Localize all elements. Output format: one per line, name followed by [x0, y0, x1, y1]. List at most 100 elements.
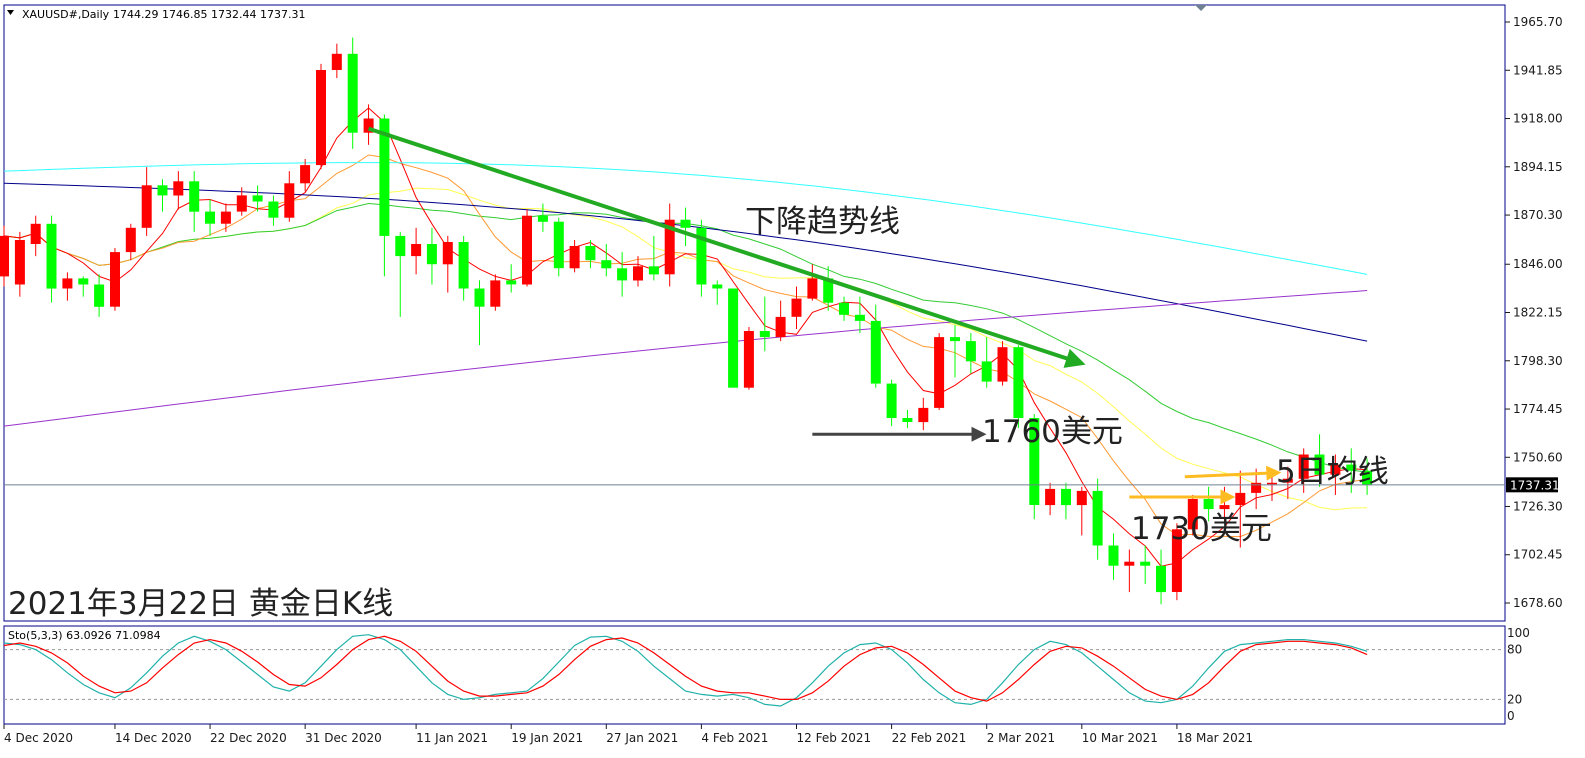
candle-body — [0, 235, 9, 277]
candle-body — [1108, 545, 1119, 566]
trend-line-label: 下降趋势线 — [745, 204, 900, 240]
candle-body — [1061, 488, 1071, 506]
moving-average-lines — [3, 107, 1368, 567]
candle-body — [347, 53, 358, 133]
candle-body — [30, 223, 41, 244]
candle-body — [633, 266, 643, 281]
current-price-tag-text: 1737.31 — [1510, 478, 1560, 492]
candle-body — [1251, 482, 1262, 493]
candle-body — [854, 314, 865, 321]
date-tick-label: 2 Mar 2021 — [987, 731, 1055, 745]
arrow-ma5 — [1184, 465, 1282, 481]
candle-body — [1346, 464, 1357, 471]
candle-body — [252, 195, 263, 202]
price-tick-label: 1678.60 — [1513, 596, 1563, 610]
candle-body — [458, 242, 469, 289]
candle-body — [1171, 529, 1182, 592]
candle-body — [1203, 499, 1214, 510]
label-ma5: 5日均线 — [1276, 454, 1389, 490]
candle-body — [411, 244, 422, 257]
candle-body — [506, 280, 517, 285]
stochastic-axis: 100 80 20 0 — [1507, 626, 1530, 723]
candle-body — [1045, 488, 1056, 506]
candle-body — [1124, 561, 1135, 566]
price-tick-label: 1870.30 — [1513, 208, 1563, 222]
candle-body — [1029, 418, 1040, 505]
candle-body — [1282, 478, 1293, 483]
price-tick-label: 1941.85 — [1513, 63, 1563, 77]
candle-body — [823, 278, 834, 303]
candle-body — [664, 219, 675, 275]
candle-body — [648, 266, 659, 275]
candle-body — [902, 418, 913, 422]
candle-body — [934, 337, 945, 408]
candle-body — [601, 260, 612, 269]
candle-body — [1362, 470, 1373, 485]
date-tick-label: 18 Mar 2021 — [1177, 731, 1253, 745]
date-tick-label: 11 Jan 2021 — [416, 731, 488, 745]
candlesticks — [0, 37, 1373, 605]
stochastic-label: Sto(5,3,3) 63.0926 71.0984 — [8, 629, 161, 642]
candle-body — [379, 118, 390, 236]
price-tick-label: 1822.15 — [1513, 306, 1563, 320]
candle-body — [157, 185, 168, 196]
candle-body — [395, 235, 406, 257]
candle-body — [807, 278, 818, 299]
candle-body — [1187, 499, 1198, 530]
candle-body — [284, 183, 295, 218]
stochastic-pane — [3, 625, 1506, 725]
candle-body — [363, 118, 374, 133]
date-tick-label: 12 Feb 2021 — [797, 731, 872, 745]
annotations — [367, 126, 1282, 505]
candle-body — [1076, 490, 1087, 506]
ma200-line — [3, 290, 1368, 427]
date-tick-label: 19 Jan 2021 — [511, 731, 583, 745]
candle-body — [950, 337, 960, 342]
candle-body — [553, 221, 564, 269]
date-tick-label: 27 Jan 2021 — [606, 731, 678, 745]
candle-body — [965, 341, 976, 362]
candle-body — [981, 361, 992, 382]
price-tick-label: 1798.30 — [1513, 354, 1563, 368]
candle-body — [78, 278, 89, 285]
candle-body — [1298, 454, 1309, 479]
candle-body — [1235, 492, 1246, 505]
downtrend-line — [367, 126, 1086, 368]
price-tick-label: 1726.30 — [1513, 499, 1563, 513]
date-tick-label: 31 Dec 2020 — [305, 731, 382, 745]
candle-body — [236, 195, 247, 212]
candle-body — [189, 181, 200, 212]
candle-body — [743, 331, 754, 388]
date-tick-label: 22 Feb 2021 — [892, 731, 967, 745]
stochastic-tick-label: 100 — [1507, 626, 1530, 640]
candle-body — [316, 70, 326, 166]
candle-body — [537, 215, 548, 222]
candle-body — [62, 278, 73, 289]
price-tick-label: 1918.00 — [1513, 112, 1563, 126]
date-tick-label: 14 Dec 2020 — [115, 731, 192, 745]
ma5-line — [3, 107, 1368, 567]
label-1760: 1760美元 — [982, 414, 1123, 450]
candle-body — [331, 53, 342, 70]
date-tick-label: 4 Feb 2021 — [701, 731, 768, 745]
shift-marker-icon[interactable] — [1195, 5, 1207, 11]
candle-body — [46, 223, 57, 289]
candle-body — [1314, 454, 1325, 475]
label-1730: 1730美元 — [1131, 511, 1272, 547]
candle-body — [728, 288, 739, 388]
current-price-tag-box — [1506, 477, 1558, 493]
candle-body — [1219, 505, 1230, 510]
candle-body — [442, 242, 453, 265]
candle-body — [1156, 565, 1166, 593]
price-tick-label: 1702.45 — [1513, 548, 1563, 562]
collapse-triangle-icon[interactable] — [7, 10, 14, 15]
candle-body — [696, 227, 707, 285]
symbol-label: XAUUSD#,Daily — [22, 8, 110, 21]
candle-body — [918, 407, 929, 423]
candle-body — [300, 165, 311, 184]
price-tick-label: 1965.70 — [1513, 15, 1563, 29]
candle-body — [1330, 464, 1341, 475]
stochastic-lines — [3, 634, 1505, 707]
